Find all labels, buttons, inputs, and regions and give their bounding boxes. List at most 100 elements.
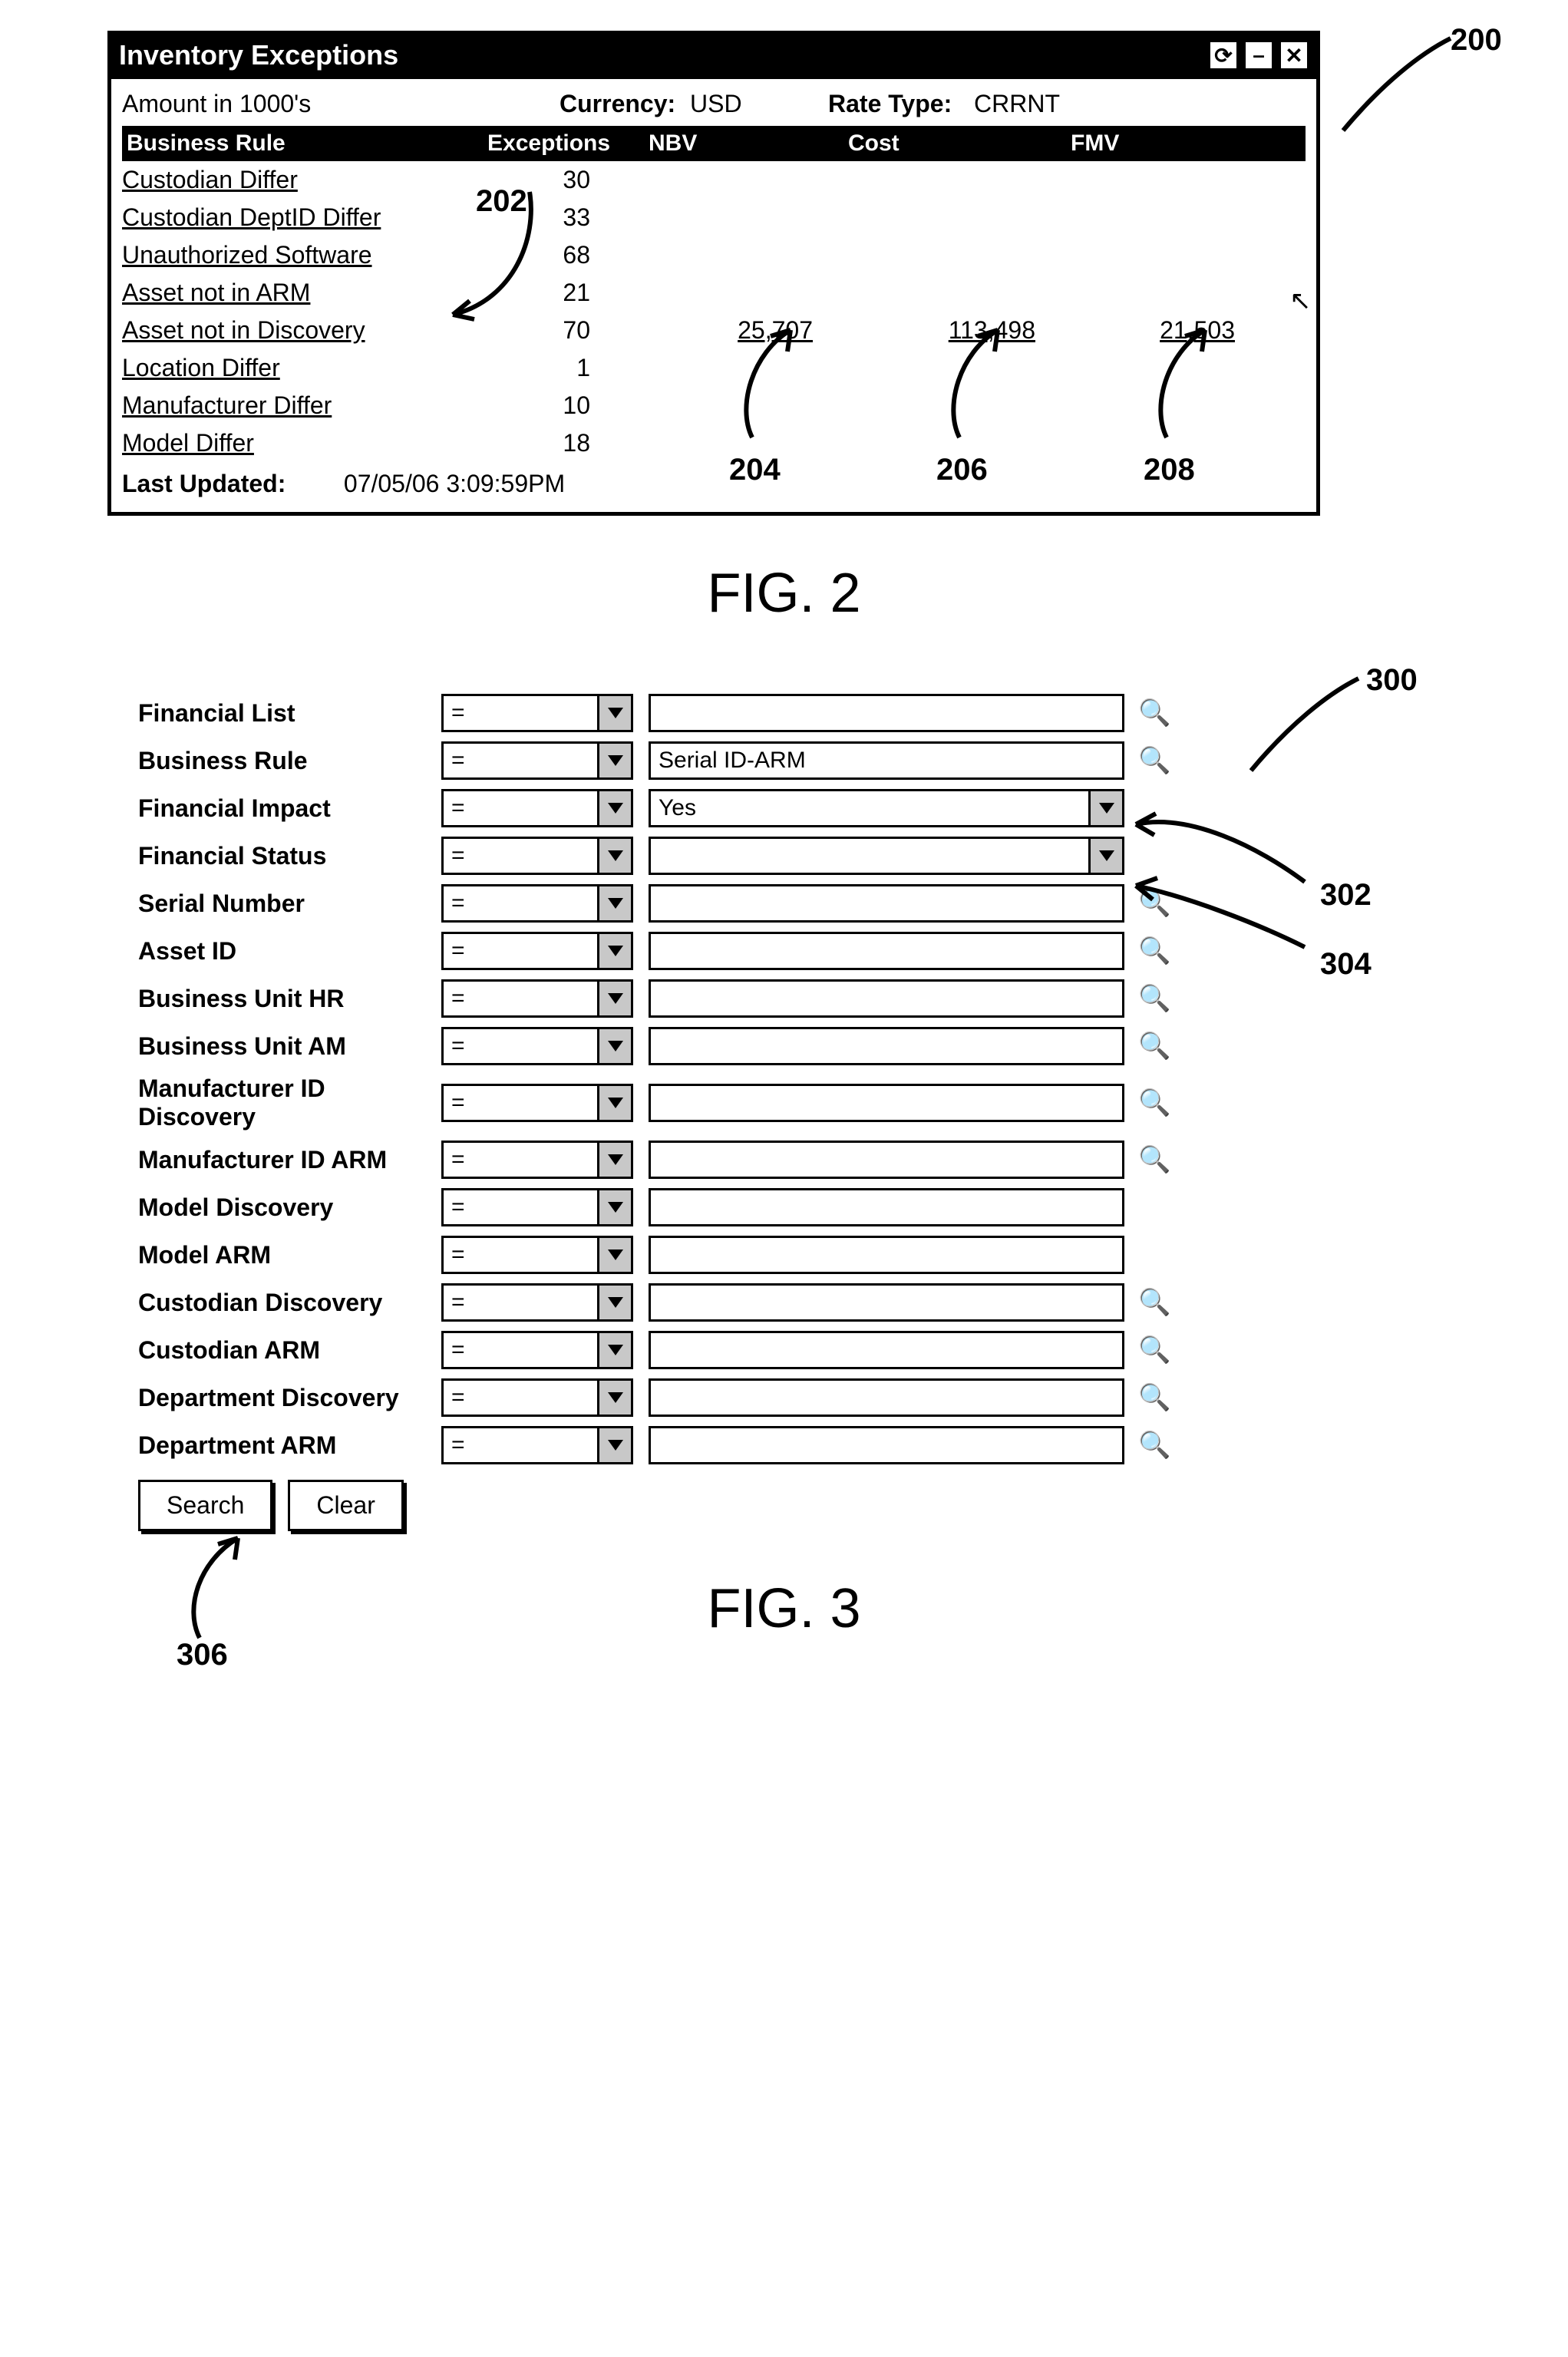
dropdown-icon[interactable]	[597, 1333, 631, 1367]
value-input[interactable]	[649, 694, 1124, 732]
table-row: Unauthorized Software68	[122, 236, 1306, 274]
dropdown-icon[interactable]	[597, 1143, 631, 1177]
lookup-icon[interactable]: 🔍	[1138, 1335, 1170, 1365]
value-input[interactable]	[649, 1141, 1124, 1179]
operator-select[interactable]: =	[441, 837, 633, 875]
dropdown-icon[interactable]	[597, 744, 631, 777]
operator-text: =	[451, 890, 465, 916]
rule-link[interactable]: Unauthorized Software	[122, 241, 372, 269]
rule-link[interactable]: Custodian Differ	[122, 166, 298, 193]
dropdown-icon[interactable]	[597, 1238, 631, 1272]
dropdown-icon[interactable]	[597, 696, 631, 730]
value-input[interactable]	[649, 884, 1124, 923]
dropdown-icon[interactable]	[597, 886, 631, 920]
lookup-icon[interactable]: 🔍	[1138, 1088, 1170, 1118]
lookup-icon[interactable]: 🔍	[1138, 698, 1170, 728]
dropdown-icon[interactable]	[597, 1428, 631, 1462]
close-icon[interactable]: ✕	[1279, 41, 1309, 70]
operator-select[interactable]: =	[441, 1283, 633, 1322]
form-row: Serial Number=🔍	[138, 884, 1289, 923]
rule-link[interactable]: Custodian DeptID Differ	[122, 203, 381, 231]
meta-row: Amount in 1000's Currency: USD Rate Type…	[122, 85, 1306, 126]
operator-select[interactable]: =	[441, 741, 633, 780]
dropdown-icon[interactable]	[597, 1029, 631, 1063]
operator-text: =	[451, 1289, 465, 1315]
field-label: Model Discovery	[138, 1193, 441, 1222]
operator-select[interactable]: =	[441, 1426, 633, 1464]
value-input[interactable]	[649, 1188, 1124, 1226]
lookup-icon[interactable]: 🔍	[1138, 1382, 1170, 1413]
form-row: Financial Impact=Yes	[138, 789, 1289, 827]
dropdown-icon[interactable]	[597, 1286, 631, 1319]
value-input[interactable]	[649, 1378, 1124, 1417]
value-input[interactable]	[649, 1331, 1124, 1369]
operator-select[interactable]: =	[441, 694, 633, 732]
cell-fmv	[1066, 354, 1266, 382]
lookup-icon[interactable]: 🔍	[1138, 1031, 1170, 1061]
dropdown-icon[interactable]	[597, 839, 631, 873]
value-input[interactable]	[649, 1236, 1124, 1274]
lookup-icon[interactable]: 🔍	[1138, 983, 1170, 1014]
value-input[interactable]: Serial ID-ARM	[649, 741, 1124, 780]
value-input[interactable]	[649, 1027, 1124, 1065]
dropdown-icon[interactable]	[597, 1190, 631, 1224]
dropdown-icon[interactable]	[597, 1086, 631, 1120]
callout-304: 304	[1320, 947, 1372, 982]
value-input[interactable]	[649, 1426, 1124, 1464]
operator-select[interactable]: =	[441, 1236, 633, 1274]
value-select[interactable]	[649, 837, 1124, 875]
operator-text: =	[451, 748, 465, 774]
refresh-icon[interactable]: ⟳	[1209, 41, 1238, 70]
operator-select[interactable]: =	[441, 1188, 633, 1226]
operator-select[interactable]: =	[441, 789, 633, 827]
lookup-icon[interactable]: 🔍	[1138, 936, 1170, 966]
field-label: Business Unit AM	[138, 1032, 441, 1061]
field-label: Manufacturer ID ARM	[138, 1146, 441, 1174]
lookup-icon[interactable]: 🔍	[1138, 745, 1170, 776]
lookup-icon[interactable]: 🔍	[1138, 1430, 1170, 1461]
operator-select[interactable]: =	[441, 932, 633, 970]
clear-button[interactable]: Clear	[288, 1480, 403, 1531]
lookup-icon[interactable]: 🔍	[1138, 888, 1170, 919]
form-row: Model Discovery=	[138, 1188, 1289, 1226]
rule-link[interactable]: Model Differ	[122, 429, 254, 457]
dropdown-icon[interactable]	[597, 791, 631, 825]
operator-select[interactable]: =	[441, 1084, 633, 1122]
value-input[interactable]	[649, 979, 1124, 1018]
form-row: Asset ID=🔍	[138, 932, 1289, 970]
value-input[interactable]	[649, 932, 1124, 970]
dropdown-icon[interactable]	[597, 1381, 631, 1415]
operator-select[interactable]: =	[441, 1331, 633, 1369]
operator-select[interactable]: =	[441, 1027, 633, 1065]
lookup-icon[interactable]: 🔍	[1138, 1287, 1170, 1318]
operator-select[interactable]: =	[441, 979, 633, 1018]
rule-link[interactable]: Asset not in ARM	[122, 279, 310, 306]
cell-nbv	[644, 203, 843, 232]
dropdown-icon[interactable]	[1088, 791, 1122, 825]
form-row: Financial List=🔍	[138, 694, 1289, 732]
value-input[interactable]	[649, 1084, 1124, 1122]
search-button[interactable]: Search	[138, 1480, 272, 1531]
operator-select[interactable]: =	[441, 1378, 633, 1417]
value-text: Yes	[659, 795, 696, 821]
field-label: Business Unit HR	[138, 985, 441, 1013]
operator-select[interactable]: =	[441, 1141, 633, 1179]
rule-link[interactable]: Manufacturer Differ	[122, 391, 332, 419]
cell-cost	[843, 279, 1066, 307]
callout-300: 300	[1366, 663, 1418, 698]
cost-link[interactable]: 113,498	[949, 316, 1035, 344]
rule-link[interactable]: Asset not in Discovery	[122, 316, 365, 344]
value-select[interactable]: Yes	[649, 789, 1124, 827]
operator-select[interactable]: =	[441, 884, 633, 923]
value-input[interactable]	[649, 1283, 1124, 1322]
rule-link[interactable]: Location Differ	[122, 354, 280, 381]
field-label: Financial Status	[138, 842, 441, 870]
dropdown-icon[interactable]	[1088, 839, 1122, 873]
minimize-icon[interactable]: –	[1244, 41, 1273, 70]
form-row: Department Discovery=🔍	[138, 1378, 1289, 1417]
nbv-link[interactable]: 25,707	[738, 316, 813, 344]
fmv-link[interactable]: 21,503	[1160, 316, 1235, 344]
lookup-icon[interactable]: 🔍	[1138, 1144, 1170, 1175]
dropdown-icon[interactable]	[597, 934, 631, 968]
dropdown-icon[interactable]	[597, 982, 631, 1015]
